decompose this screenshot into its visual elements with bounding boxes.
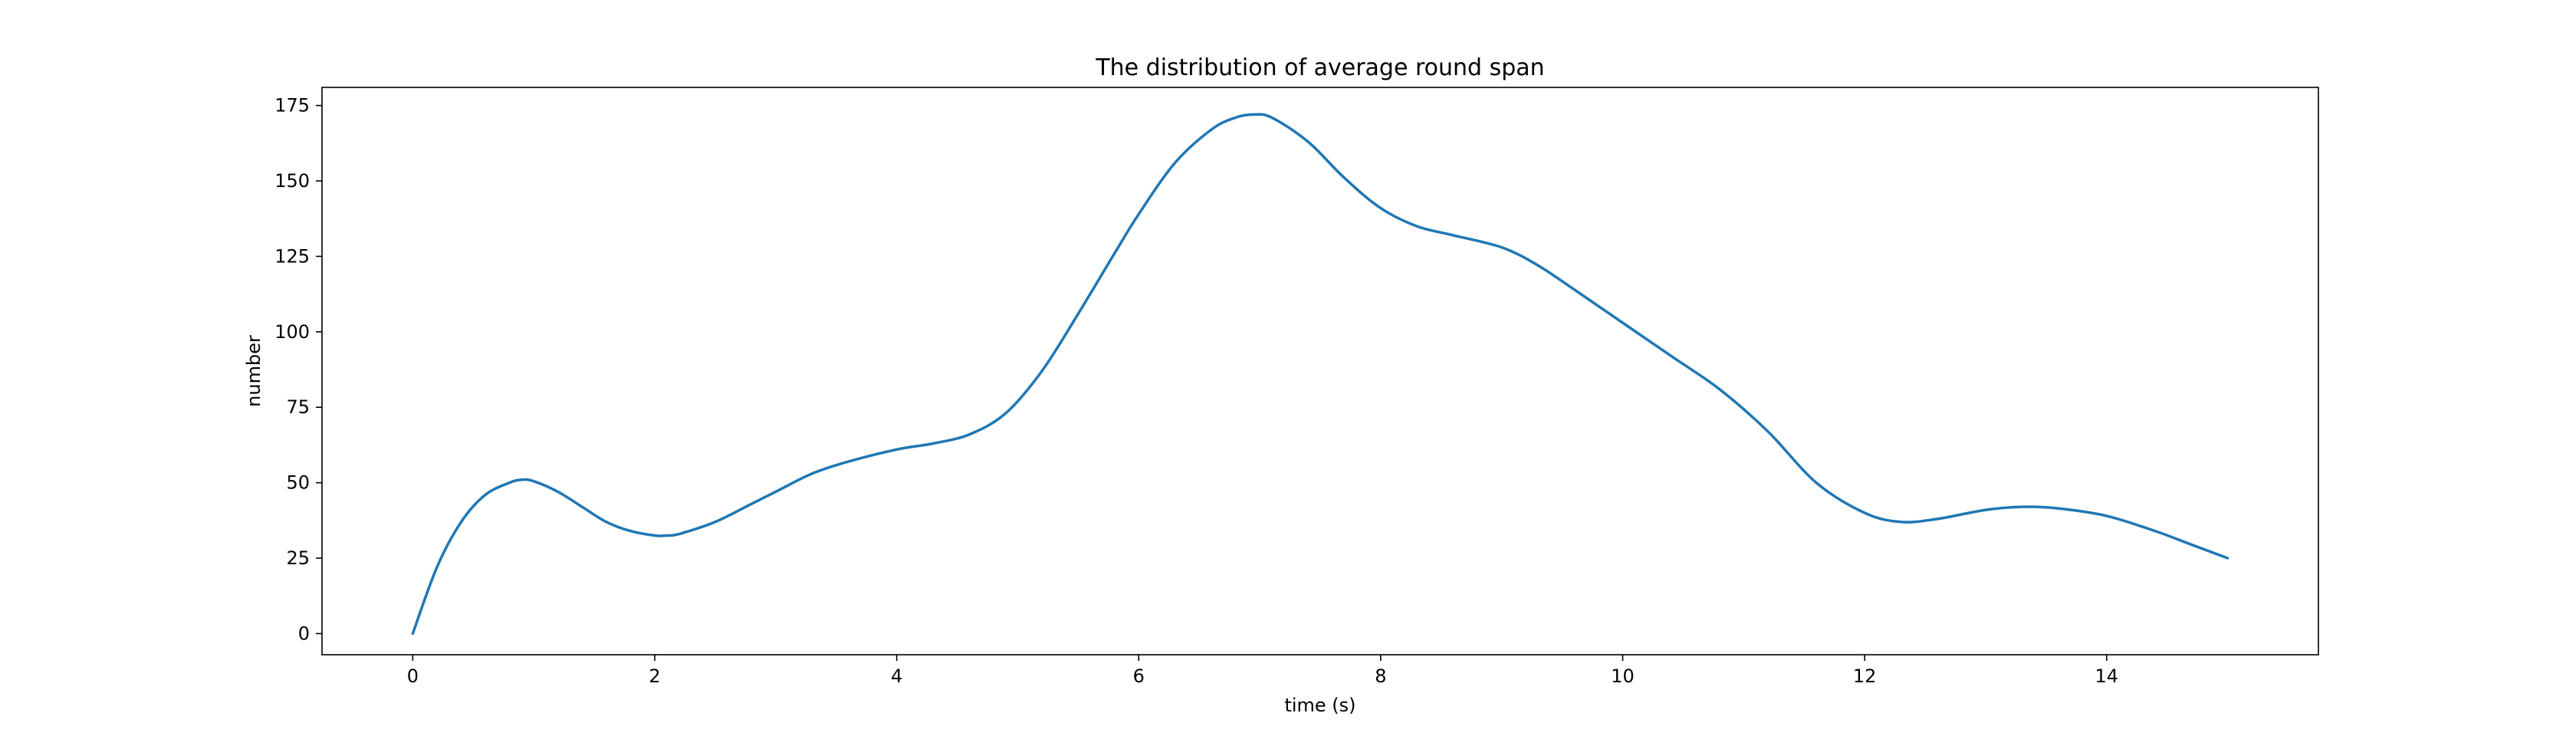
x-tick-label: 4 <box>891 665 902 687</box>
y-tick-label: 150 <box>274 170 310 192</box>
x-tick-label: 10 <box>1611 665 1635 687</box>
x-tick-label: 6 <box>1133 665 1145 687</box>
chart-title: The distribution of average round span <box>1095 54 1544 81</box>
y-axis-label: number <box>243 335 264 407</box>
x-tick-label: 14 <box>2095 665 2119 687</box>
x-tick-label: 8 <box>1375 665 1386 687</box>
y-tick-label: 125 <box>274 245 310 267</box>
y-tick-label: 50 <box>286 472 310 494</box>
x-axis-label: time (s) <box>1284 695 1355 716</box>
y-tick-label: 25 <box>286 547 310 569</box>
y-tick-label: 0 <box>298 623 310 644</box>
x-tick-label: 2 <box>649 665 660 687</box>
y-tick-label: 75 <box>286 396 310 418</box>
plot-series <box>411 113 2229 636</box>
y-axis: 0 25 50 75 100 125 150 175 <box>274 95 322 644</box>
y-tick-label: 175 <box>274 95 310 117</box>
x-tick-label: 0 <box>407 665 419 687</box>
plot-frame <box>321 87 2319 656</box>
series-line <box>411 113 2229 636</box>
x-axis: 0 2 4 6 8 10 12 14 <box>407 655 2118 687</box>
x-tick-label: 12 <box>1853 665 1877 687</box>
y-tick-label: 100 <box>274 321 310 343</box>
